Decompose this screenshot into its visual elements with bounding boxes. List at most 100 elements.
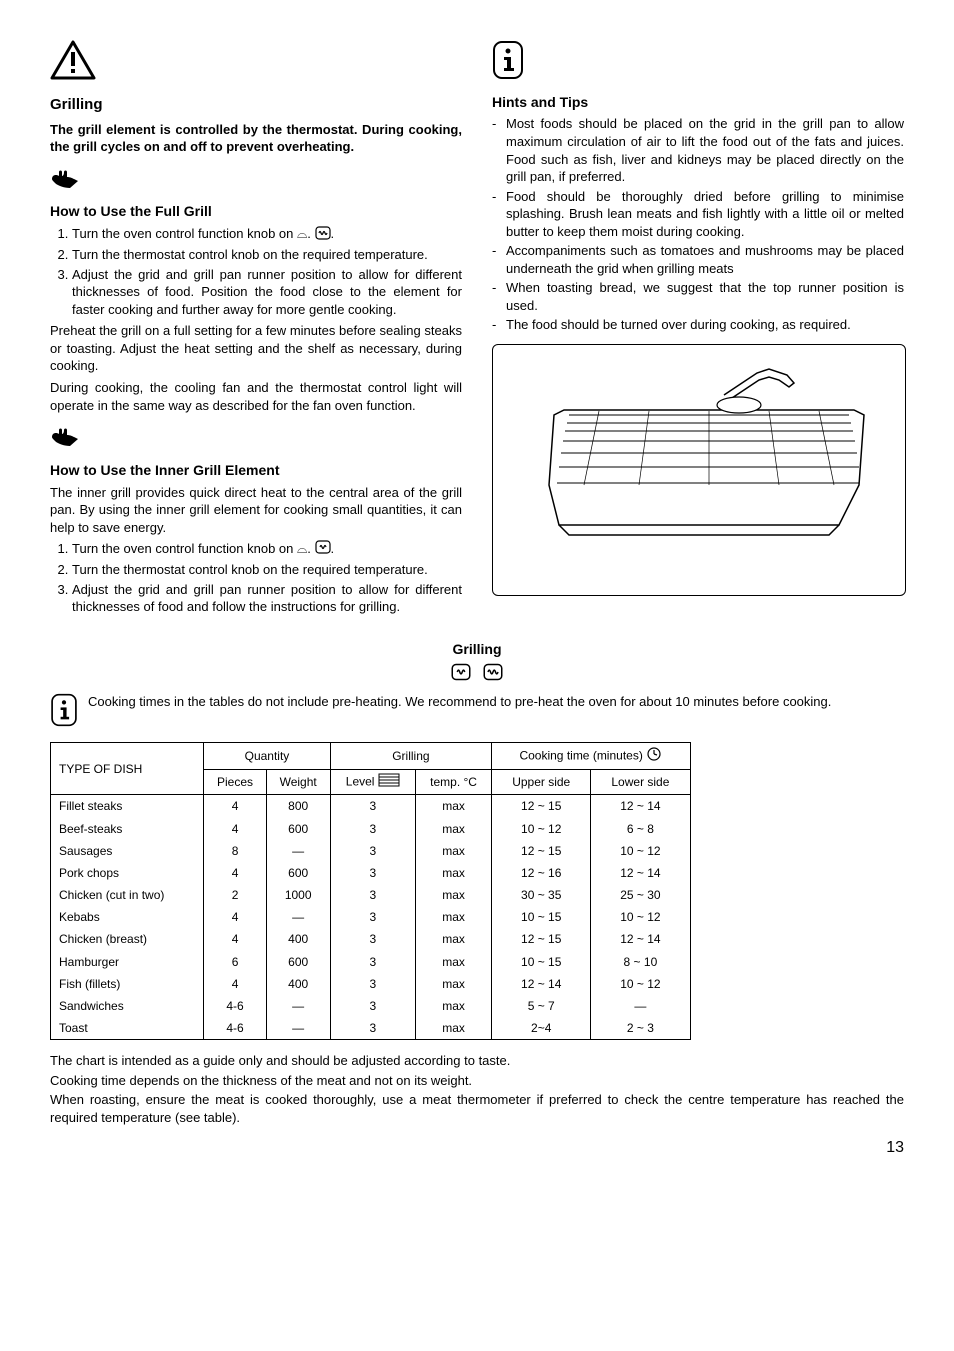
table-cell: max	[415, 862, 491, 884]
table-cell: 6 ~ 8	[591, 818, 690, 840]
table-cell: Chicken (cut in two)	[51, 884, 204, 906]
info-icon-small	[50, 693, 78, 732]
step-3: Adjust the grid and grill pan runner pos…	[72, 266, 462, 319]
table-row: Kebabs4—3max10 ~ 1510 ~ 12	[51, 906, 691, 928]
table-cell: —	[266, 840, 330, 862]
hint-4: When toasting bread, we suggest that the…	[492, 279, 904, 314]
footer-l2: Cooking time depends on the thickness of…	[50, 1072, 904, 1090]
footer-l3: When roasting, ensure the meat is cooked…	[50, 1091, 904, 1126]
table-cell: 10 ~ 12	[591, 840, 690, 862]
th-lower: Lower side	[591, 770, 690, 795]
table-row: Toast4-6—3max2~42 ~ 3	[51, 1017, 691, 1040]
warn-text: The grill element is controlled by the t…	[50, 121, 462, 156]
table-cell: 1000	[266, 884, 330, 906]
table-cell: max	[415, 951, 491, 973]
table-row: Fish (fillets)44003max12 ~ 1410 ~ 12	[51, 973, 691, 995]
table-cell: 4	[204, 928, 266, 950]
table-cell: 25 ~ 30	[591, 884, 690, 906]
table-row: Chicken (cut in two)210003max30 ~ 3525 ~…	[51, 884, 691, 906]
th-grilling: Grilling	[330, 742, 492, 769]
table-cell: 4	[204, 862, 266, 884]
th-upper: Upper side	[492, 770, 591, 795]
table-row: Hamburger66003max10 ~ 158 ~ 10	[51, 951, 691, 973]
table-cell: 3	[330, 951, 415, 973]
table-cell: 3	[330, 840, 415, 862]
table-cell: 800	[266, 795, 330, 818]
hint-3: Accompaniments such as tomatoes and mush…	[492, 242, 904, 277]
table-cell: 600	[266, 862, 330, 884]
table-cell: 3	[330, 862, 415, 884]
th-dish: TYPE OF DISH	[51, 742, 204, 794]
table-cell: 3	[330, 928, 415, 950]
table-cell: Fillet steaks	[51, 795, 204, 818]
step-2: Turn the thermostat control knob on the …	[72, 246, 462, 264]
table-cell: max	[415, 973, 491, 995]
table-cell: 12 ~ 16	[492, 862, 591, 884]
table-cell: —	[266, 906, 330, 928]
preheat-note: Cooking times in the tables do not inclu…	[88, 693, 904, 711]
table-cell: max	[415, 1017, 491, 1040]
grilling-table: TYPE OF DISH Quantity Grilling Cooking t…	[50, 742, 691, 1040]
table-cell: 10 ~ 15	[492, 951, 591, 973]
table-cell: Fish (fillets)	[51, 973, 204, 995]
table-cell: 3	[330, 795, 415, 818]
table-row: Chicken (breast)44003max12 ~ 1512 ~ 14	[51, 928, 691, 950]
th-cooktime: Cooking time (minutes)	[492, 742, 690, 769]
inner-step-3: Adjust the grid and grill pan runner pos…	[72, 581, 462, 616]
table-cell: —	[266, 995, 330, 1017]
grill-inner-icon-header	[451, 663, 471, 686]
table-cell: 12 ~ 15	[492, 928, 591, 950]
table-cell: 4-6	[204, 1017, 266, 1040]
table-cell: 10 ~ 15	[492, 906, 591, 928]
footer-l1: The chart is intended as a guide only an…	[50, 1052, 904, 1070]
hint-2: Food should be thoroughly dried before g…	[492, 188, 904, 241]
table-cell: 4	[204, 973, 266, 995]
table-cell: 600	[266, 818, 330, 840]
table-cell: Sausages	[51, 840, 204, 862]
table-cell: Toast	[51, 1017, 204, 1040]
table-cell: 3	[330, 818, 415, 840]
table-cell: 4-6	[204, 995, 266, 1017]
table-section-title: Grilling	[50, 640, 904, 686]
after-steps-2: During cooking, the cooling fan and the …	[50, 379, 462, 414]
table-cell: 5 ~ 7	[492, 995, 591, 1017]
table-cell: 2 ~ 3	[591, 1017, 690, 1040]
table-cell: Sandwiches	[51, 995, 204, 1017]
table-cell: 4	[204, 818, 266, 840]
info-icon	[492, 40, 904, 85]
table-cell: —	[266, 1017, 330, 1040]
table-cell: 10 ~ 12	[591, 973, 690, 995]
how-title: How to Use the Full Grill	[50, 202, 462, 221]
inner-p: The inner grill provides quick direct he…	[50, 484, 462, 537]
page-number: 13	[50, 1137, 904, 1159]
th-temp: temp. °C	[415, 770, 491, 795]
inner-grill-steps: Turn the oven control function knob on ⌓…	[50, 540, 462, 615]
table-cell: 12 ~ 14	[591, 862, 690, 884]
hint-1: Most foods should be placed on the grid …	[492, 115, 904, 185]
step-1: Turn the oven control function knob on ⌓…	[72, 225, 462, 244]
table-cell: 12 ~ 15	[492, 840, 591, 862]
table-cell: 12 ~ 14	[492, 973, 591, 995]
after-steps-1: Preheat the grill on a full setting for …	[50, 322, 462, 375]
table-cell: 4	[204, 795, 266, 818]
table-cell: 3	[330, 906, 415, 928]
th-level: Level	[330, 770, 415, 795]
table-cell: 400	[266, 973, 330, 995]
table-row: Pork chops46003max12 ~ 1612 ~ 14	[51, 862, 691, 884]
hand-icon-2	[50, 426, 462, 453]
table-row: Beef-steaks46003max10 ~ 126 ~ 8	[51, 818, 691, 840]
level-icon	[378, 773, 400, 791]
table-cell: 10 ~ 12	[492, 818, 591, 840]
table-cell: 30 ~ 35	[492, 884, 591, 906]
table-cell: 8	[204, 840, 266, 862]
table-cell: 2~4	[492, 1017, 591, 1040]
table-cell: 2	[204, 884, 266, 906]
table-cell: 12 ~ 15	[492, 795, 591, 818]
table-cell: —	[591, 995, 690, 1017]
table-cell: 3	[330, 995, 415, 1017]
inner-step-1: Turn the oven control function knob on ⌓…	[72, 540, 462, 559]
grill-full-icon	[315, 226, 331, 245]
th-weight: Weight	[266, 770, 330, 795]
hand-icon	[50, 168, 462, 195]
table-cell: max	[415, 795, 491, 818]
